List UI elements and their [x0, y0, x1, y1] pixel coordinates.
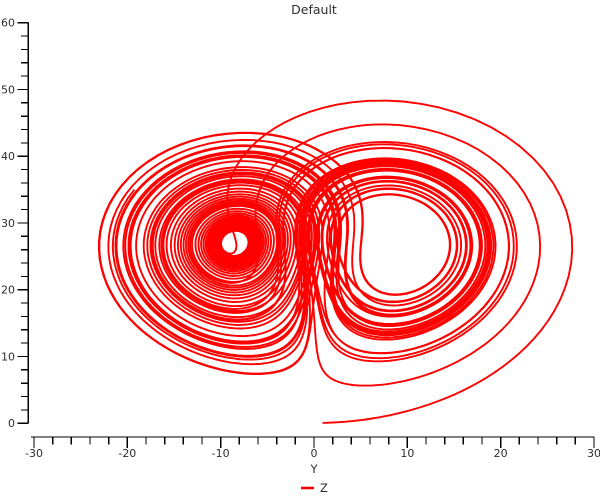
x-tick-label: -20	[118, 447, 136, 460]
legend-label: Z	[320, 481, 328, 495]
tick-labels-group: 0 10 20 30 40 50 60 -30 -20 -10 0 10 20 30	[1, 17, 600, 460]
y-tick-label: 30	[1, 217, 15, 230]
y-tick-label: 20	[1, 284, 15, 297]
x-tick-label: -10	[212, 447, 230, 460]
chart-title: Default	[291, 2, 337, 17]
tick-marks	[17, 22, 595, 448]
x-tick-label: 0	[311, 447, 318, 460]
y-tick-label: 0	[8, 417, 15, 430]
x-axis-label: Y	[309, 462, 318, 476]
lorenz-trajectory-line	[97, 99, 574, 424]
y-tick-label: 50	[1, 83, 15, 96]
y-tick-label: 40	[1, 150, 15, 163]
plot-area	[97, 99, 574, 424]
legend-group: Z	[301, 481, 328, 495]
y-tick-label: 60	[1, 17, 15, 30]
x-tick-label: 30	[587, 447, 600, 460]
x-tick-label: 20	[494, 447, 508, 460]
x-tick-label: -30	[25, 447, 43, 460]
x-tick-label: 10	[400, 447, 414, 460]
axes-group	[17, 22, 595, 448]
y-tick-label: 10	[1, 350, 15, 363]
